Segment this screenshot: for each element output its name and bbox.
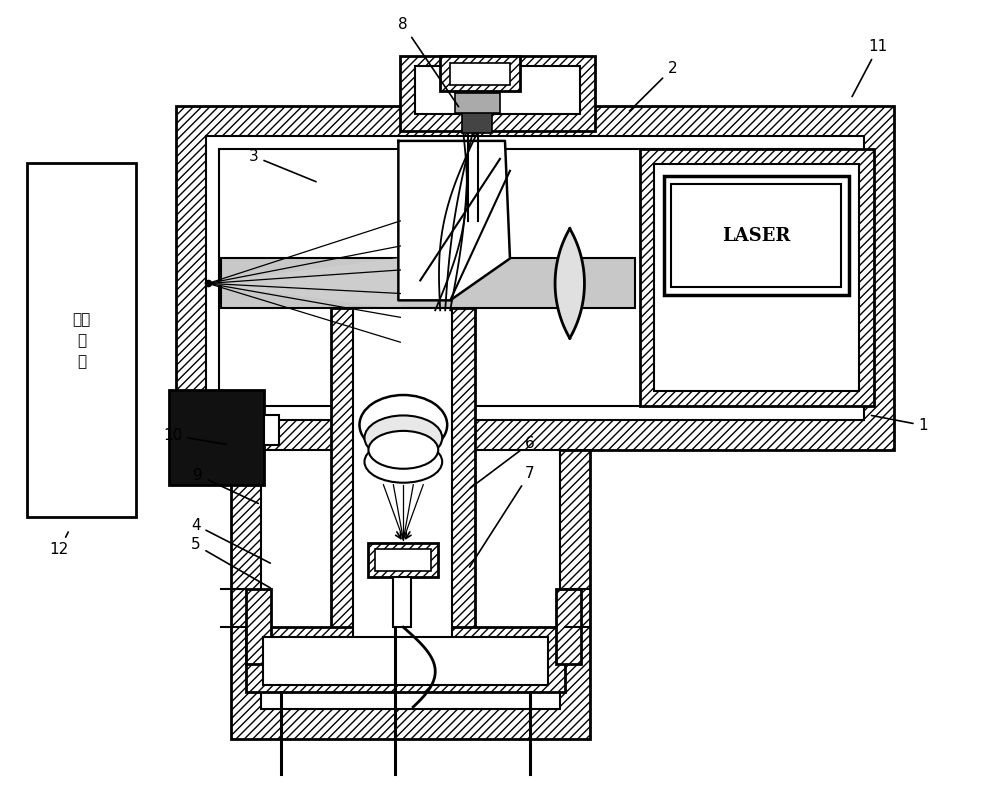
Bar xyxy=(375,550,431,571)
Text: 12: 12 xyxy=(50,532,69,558)
Bar xyxy=(654,164,859,391)
Bar xyxy=(246,590,271,664)
Text: 9: 9 xyxy=(193,467,258,503)
Text: 待测
样
品: 待测 样 品 xyxy=(72,312,91,368)
Bar xyxy=(219,149,849,406)
Bar xyxy=(246,627,565,692)
Bar xyxy=(353,308,452,657)
Bar xyxy=(640,149,874,406)
Bar xyxy=(331,308,475,657)
Bar xyxy=(671,184,841,288)
Bar xyxy=(261,450,560,709)
Polygon shape xyxy=(555,229,584,338)
Bar xyxy=(206,136,864,420)
Text: 6: 6 xyxy=(470,435,535,488)
Ellipse shape xyxy=(364,415,442,460)
Bar xyxy=(450,63,510,85)
Bar xyxy=(556,590,581,664)
Bar xyxy=(400,56,595,131)
Text: LASER: LASER xyxy=(722,227,790,244)
Bar xyxy=(263,637,548,685)
Bar xyxy=(221,259,635,308)
Bar xyxy=(462,111,492,133)
Ellipse shape xyxy=(359,395,447,455)
Bar xyxy=(440,56,520,91)
Bar xyxy=(664,176,849,296)
Text: 4: 4 xyxy=(191,518,270,563)
Bar xyxy=(415,66,580,114)
Bar xyxy=(169,390,264,485)
Bar xyxy=(27,163,136,517)
Bar xyxy=(455,93,500,113)
Bar xyxy=(368,543,438,578)
Bar xyxy=(231,450,590,739)
Text: 7: 7 xyxy=(470,466,535,567)
Text: 10: 10 xyxy=(163,427,226,444)
Text: 3: 3 xyxy=(249,149,316,181)
Bar xyxy=(176,106,894,450)
Text: 5: 5 xyxy=(191,538,270,588)
Text: 1: 1 xyxy=(871,415,928,433)
Bar xyxy=(393,578,411,627)
Text: 11: 11 xyxy=(852,39,888,97)
Ellipse shape xyxy=(364,441,442,483)
Text: 2: 2 xyxy=(630,62,677,111)
Bar xyxy=(264,415,279,445)
Text: 8: 8 xyxy=(398,18,459,107)
Polygon shape xyxy=(208,259,400,308)
Polygon shape xyxy=(398,141,510,300)
Ellipse shape xyxy=(368,431,438,469)
